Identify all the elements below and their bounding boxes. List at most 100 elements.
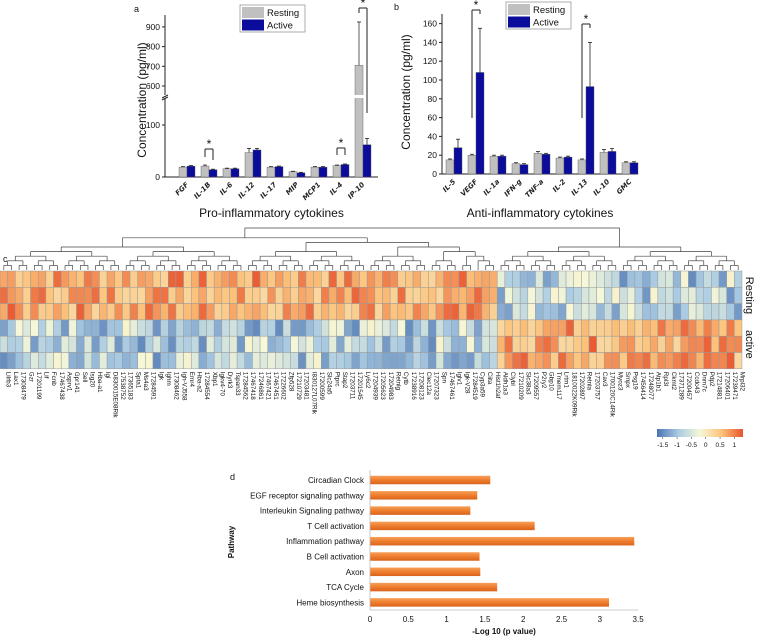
heatmap-cell <box>236 319 246 337</box>
heatmap-cell <box>672 270 682 288</box>
heatmap-cell <box>550 335 559 353</box>
gene-label: Mrpl32 <box>739 372 746 392</box>
heatmap-cell <box>596 270 605 288</box>
gene-label: 17207323 <box>433 372 440 401</box>
heatmap-cell <box>588 319 597 337</box>
gene-label: 17248077 <box>647 372 654 401</box>
heatmap-cell <box>336 335 345 353</box>
heatmap-cell <box>366 287 376 304</box>
heatmap-cell <box>474 335 483 353</box>
heatmap-cell <box>305 270 314 288</box>
gene-label: Isg20 <box>88 372 95 388</box>
heatmap-cell <box>366 335 376 353</box>
bar-active-MCP1 <box>318 166 328 178</box>
heatmap-cell <box>481 335 490 353</box>
gene-label: D830015E08Rik <box>111 372 118 419</box>
heatmap-cell <box>221 303 230 321</box>
heatmap-cell <box>596 352 605 370</box>
heatmap-cell <box>298 352 307 370</box>
legend-swatch-resting <box>508 4 530 15</box>
heatmap-cell <box>657 287 666 304</box>
heatmap-cell <box>213 270 223 288</box>
bar-resting-VEGF <box>467 154 477 175</box>
heatmap-cell <box>527 287 536 304</box>
heatmap-cell <box>428 335 437 353</box>
heatmap-cell <box>7 352 16 370</box>
tick-label-IL-6: IL-6 <box>218 181 234 197</box>
heatmap-cell <box>649 352 659 370</box>
heatmap-cell <box>688 352 697 370</box>
heatmap-cell <box>573 287 582 304</box>
gene-label: Xbp1 <box>211 372 218 387</box>
y-axis-title: Concentration (pg/ml) <box>399 34 413 149</box>
heatmap-cell <box>91 352 100 370</box>
pathway-label: T Cell activation <box>307 522 364 531</box>
heatmap-cell <box>229 352 238 370</box>
gene-label: 17203757 <box>593 372 600 401</box>
heatmap-cell <box>458 303 467 321</box>
heatmap-cell <box>627 303 636 321</box>
gene-label: 17214881 <box>716 372 723 401</box>
heatmap-cell <box>298 270 307 288</box>
gene-label: 17365183 <box>127 372 134 401</box>
bar-active-IL-2 <box>563 156 573 175</box>
gene-label: 17308462 <box>173 372 180 401</box>
heatmap-cell <box>443 352 452 370</box>
heatmap-cell <box>343 319 353 337</box>
gene-label: 17210209 <box>517 372 524 401</box>
heatmap-cell <box>550 303 559 321</box>
heatmap-cell <box>527 319 536 337</box>
heatmap-cell <box>657 319 666 337</box>
gene-label: 17284519 <box>471 372 478 401</box>
heatmap-cell <box>389 352 399 370</box>
significance-star: * <box>339 136 344 150</box>
heatmap-cell <box>60 270 70 288</box>
y-tick-label: 900 <box>146 22 160 32</box>
gene-label: Dyrk3 <box>226 372 233 389</box>
bar-active-IL-13 <box>585 86 595 175</box>
heatmap-cell <box>634 287 643 304</box>
tick-label-IP-10: IP-10 <box>346 181 366 201</box>
heatmap-cell <box>190 303 200 321</box>
heatmap-cell <box>83 335 93 353</box>
bar-resting-IL-17 <box>266 166 276 178</box>
heatmap-cell <box>83 287 93 304</box>
panel-c-heatmap: Lilrb3 Lax1 17308479 Gzr 17201199 Lif Fcnb 1746… <box>0 227 755 449</box>
axis-break <box>160 95 375 98</box>
heatmap-cell <box>695 270 705 288</box>
heatmap-cell <box>321 270 330 288</box>
heatmap-cell <box>183 303 192 321</box>
gene-label: 17467461 <box>448 372 455 401</box>
panel-a-chart: FGF IL-1B IL-6 IL-12 IL-17 MIP MCP1 IL-4 IP-10 Re… <box>135 0 378 220</box>
gene-label: 17284591 <box>150 372 157 401</box>
heatmap-cell <box>535 270 544 288</box>
heatmap-cell <box>611 319 620 337</box>
heatmap-cell <box>496 335 506 353</box>
heatmap-cell <box>512 352 521 370</box>
heatmap-cell <box>435 270 444 288</box>
heatmap-cell <box>282 352 291 370</box>
tick-label-IL-2: IL-2 <box>551 178 567 194</box>
heatmap-cell <box>236 287 246 304</box>
bar-resting-IP-10 <box>354 65 364 178</box>
gene-label: 17201545 <box>356 372 363 401</box>
heatmap-cell <box>726 335 735 353</box>
tick-label-IL-13: IL-13 <box>570 178 590 198</box>
heatmap-cell <box>734 270 743 288</box>
bar-resting-IL-4 <box>332 165 342 178</box>
pathway-label: Heme biosynthesis <box>296 598 364 607</box>
gene-label: 17200599 <box>318 372 325 401</box>
heatmap-cell <box>619 287 628 304</box>
heatmap-cell <box>512 303 521 321</box>
heatmap-cell <box>168 303 177 321</box>
heatmap-cell <box>489 303 498 321</box>
heatmap-cell <box>711 287 720 304</box>
bar-resting-IFN-g <box>511 163 521 175</box>
heatmap-cell <box>198 270 207 288</box>
bar-active-TNF-a <box>541 154 551 175</box>
heatmap-cell <box>558 352 567 370</box>
x-tick-label: 1.5 <box>479 615 491 624</box>
heatmap-cell <box>99 335 108 353</box>
heatmap-cell <box>405 352 414 370</box>
heatmap-cell <box>519 287 529 304</box>
